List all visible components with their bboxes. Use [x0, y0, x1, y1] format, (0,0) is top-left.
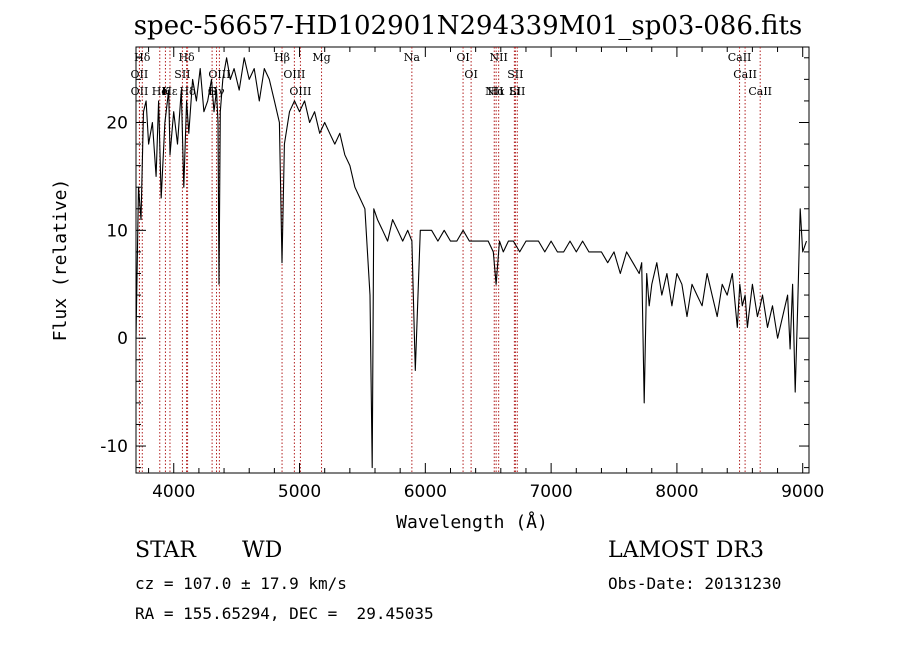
line-marker-label: Li [509, 85, 520, 98]
line-marker-label: OII [131, 68, 149, 81]
line-marker-label: OIII [283, 68, 305, 81]
y-tick-label: 0 [117, 329, 128, 349]
x-tick-label: 8000 [655, 482, 698, 502]
line-marker-label: CaII [733, 68, 757, 81]
line-marker-label: Na [404, 51, 421, 64]
line-marker-label: OI [456, 51, 469, 64]
x-tick-label: 4000 [152, 482, 195, 502]
plot-border [135, 46, 810, 474]
line-marker-label: Hα [488, 85, 506, 98]
line-marker-label: OII [131, 85, 149, 98]
series-layer [135, 57, 808, 469]
plot-area [135, 46, 810, 474]
line-marker-label: SII [174, 68, 190, 81]
spectrum-line [135, 57, 808, 469]
x-tick-label: 5000 [278, 482, 321, 502]
line-marker-label: CaII [728, 51, 752, 64]
redshift-velocity: cz = 107.0 ± 17.9 km/s [135, 574, 347, 593]
line-marker-label: CaII [748, 85, 772, 98]
x-axis-label: Wavelength (Å) [396, 511, 548, 533]
object-class: STAR [135, 538, 196, 563]
y-tick-label: -10 [100, 437, 128, 457]
line-marker-label: Hε [162, 85, 178, 98]
survey-name: LAMOST DR3 [608, 538, 764, 563]
y-tick-label: 20 [106, 113, 128, 133]
line-marker-label: K [161, 85, 170, 98]
x-tick-label: 9000 [781, 482, 824, 502]
line-marker-label: OI [464, 68, 477, 81]
line-marker-label: OIII [208, 68, 230, 81]
line-marker-label: SII [507, 68, 523, 81]
line-marker-label: Mg [312, 51, 330, 64]
y-axis-label: Flux (relative) [50, 179, 71, 342]
line-marker-label: Hβ [274, 51, 290, 64]
coordinates: RA = 155.65294, DEC = 29.45035 [135, 604, 434, 623]
x-tick-label: 6000 [404, 482, 447, 502]
line-marker-label: NII [485, 85, 503, 98]
line-marker-label: SII [509, 85, 525, 98]
line-marker-label: He [152, 85, 168, 98]
line-marker-label: OIII [289, 85, 311, 98]
observation-date: Obs-Date: 20131230 [608, 574, 782, 593]
x-tick-label: 7000 [529, 482, 572, 502]
line-markers [138, 47, 761, 473]
object-subclass: WD [242, 538, 283, 563]
y-axis: -10 0 10 20 [100, 57, 809, 469]
x-axis: 4000 5000 6000 7000 8000 9000 [148, 47, 824, 502]
line-marker-label: Hδ [178, 51, 195, 64]
line-marker-label: NII [490, 51, 508, 64]
y-tick-label: 10 [106, 221, 128, 241]
line-marker-label: Hδ [134, 51, 151, 64]
chart-title: spec-56657-HD102901N294339M01_sp03-086.f… [134, 11, 803, 41]
